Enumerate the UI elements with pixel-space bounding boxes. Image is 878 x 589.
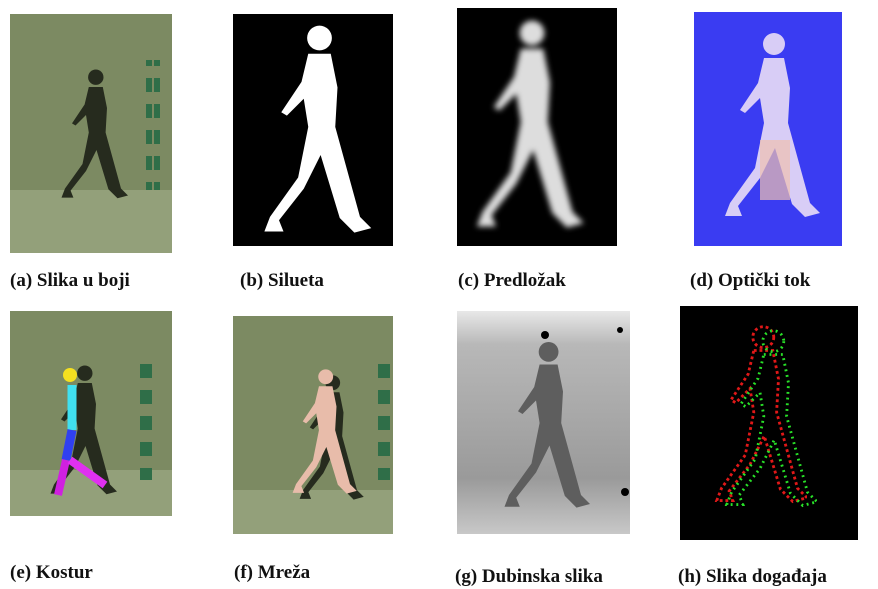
panel-h	[680, 306, 858, 540]
caption: (a) Slika u boji	[10, 270, 130, 291]
panel-e	[10, 311, 172, 516]
panel-f	[233, 316, 393, 534]
caption: (h) Slika događaja	[678, 566, 827, 587]
panel-g	[457, 311, 630, 534]
caption: (e) Kostur	[10, 562, 93, 583]
panel-b	[233, 14, 393, 246]
panel-d	[694, 12, 842, 246]
panel-c	[457, 8, 617, 246]
panel-a	[10, 14, 172, 253]
caption: (g) Dubinska slika	[455, 566, 603, 587]
caption: (c) Predložak	[458, 270, 566, 291]
caption: (f) Mreža	[234, 562, 311, 583]
figure: (a) Slika u boji (b) Silueta (c) Predlož…	[0, 0, 878, 589]
caption: (d) Optički tok	[690, 270, 811, 291]
figure-canvas: (a) Slika u boji (b) Silueta (c) Predlož…	[0, 0, 878, 589]
caption: (b) Silueta	[240, 270, 324, 291]
